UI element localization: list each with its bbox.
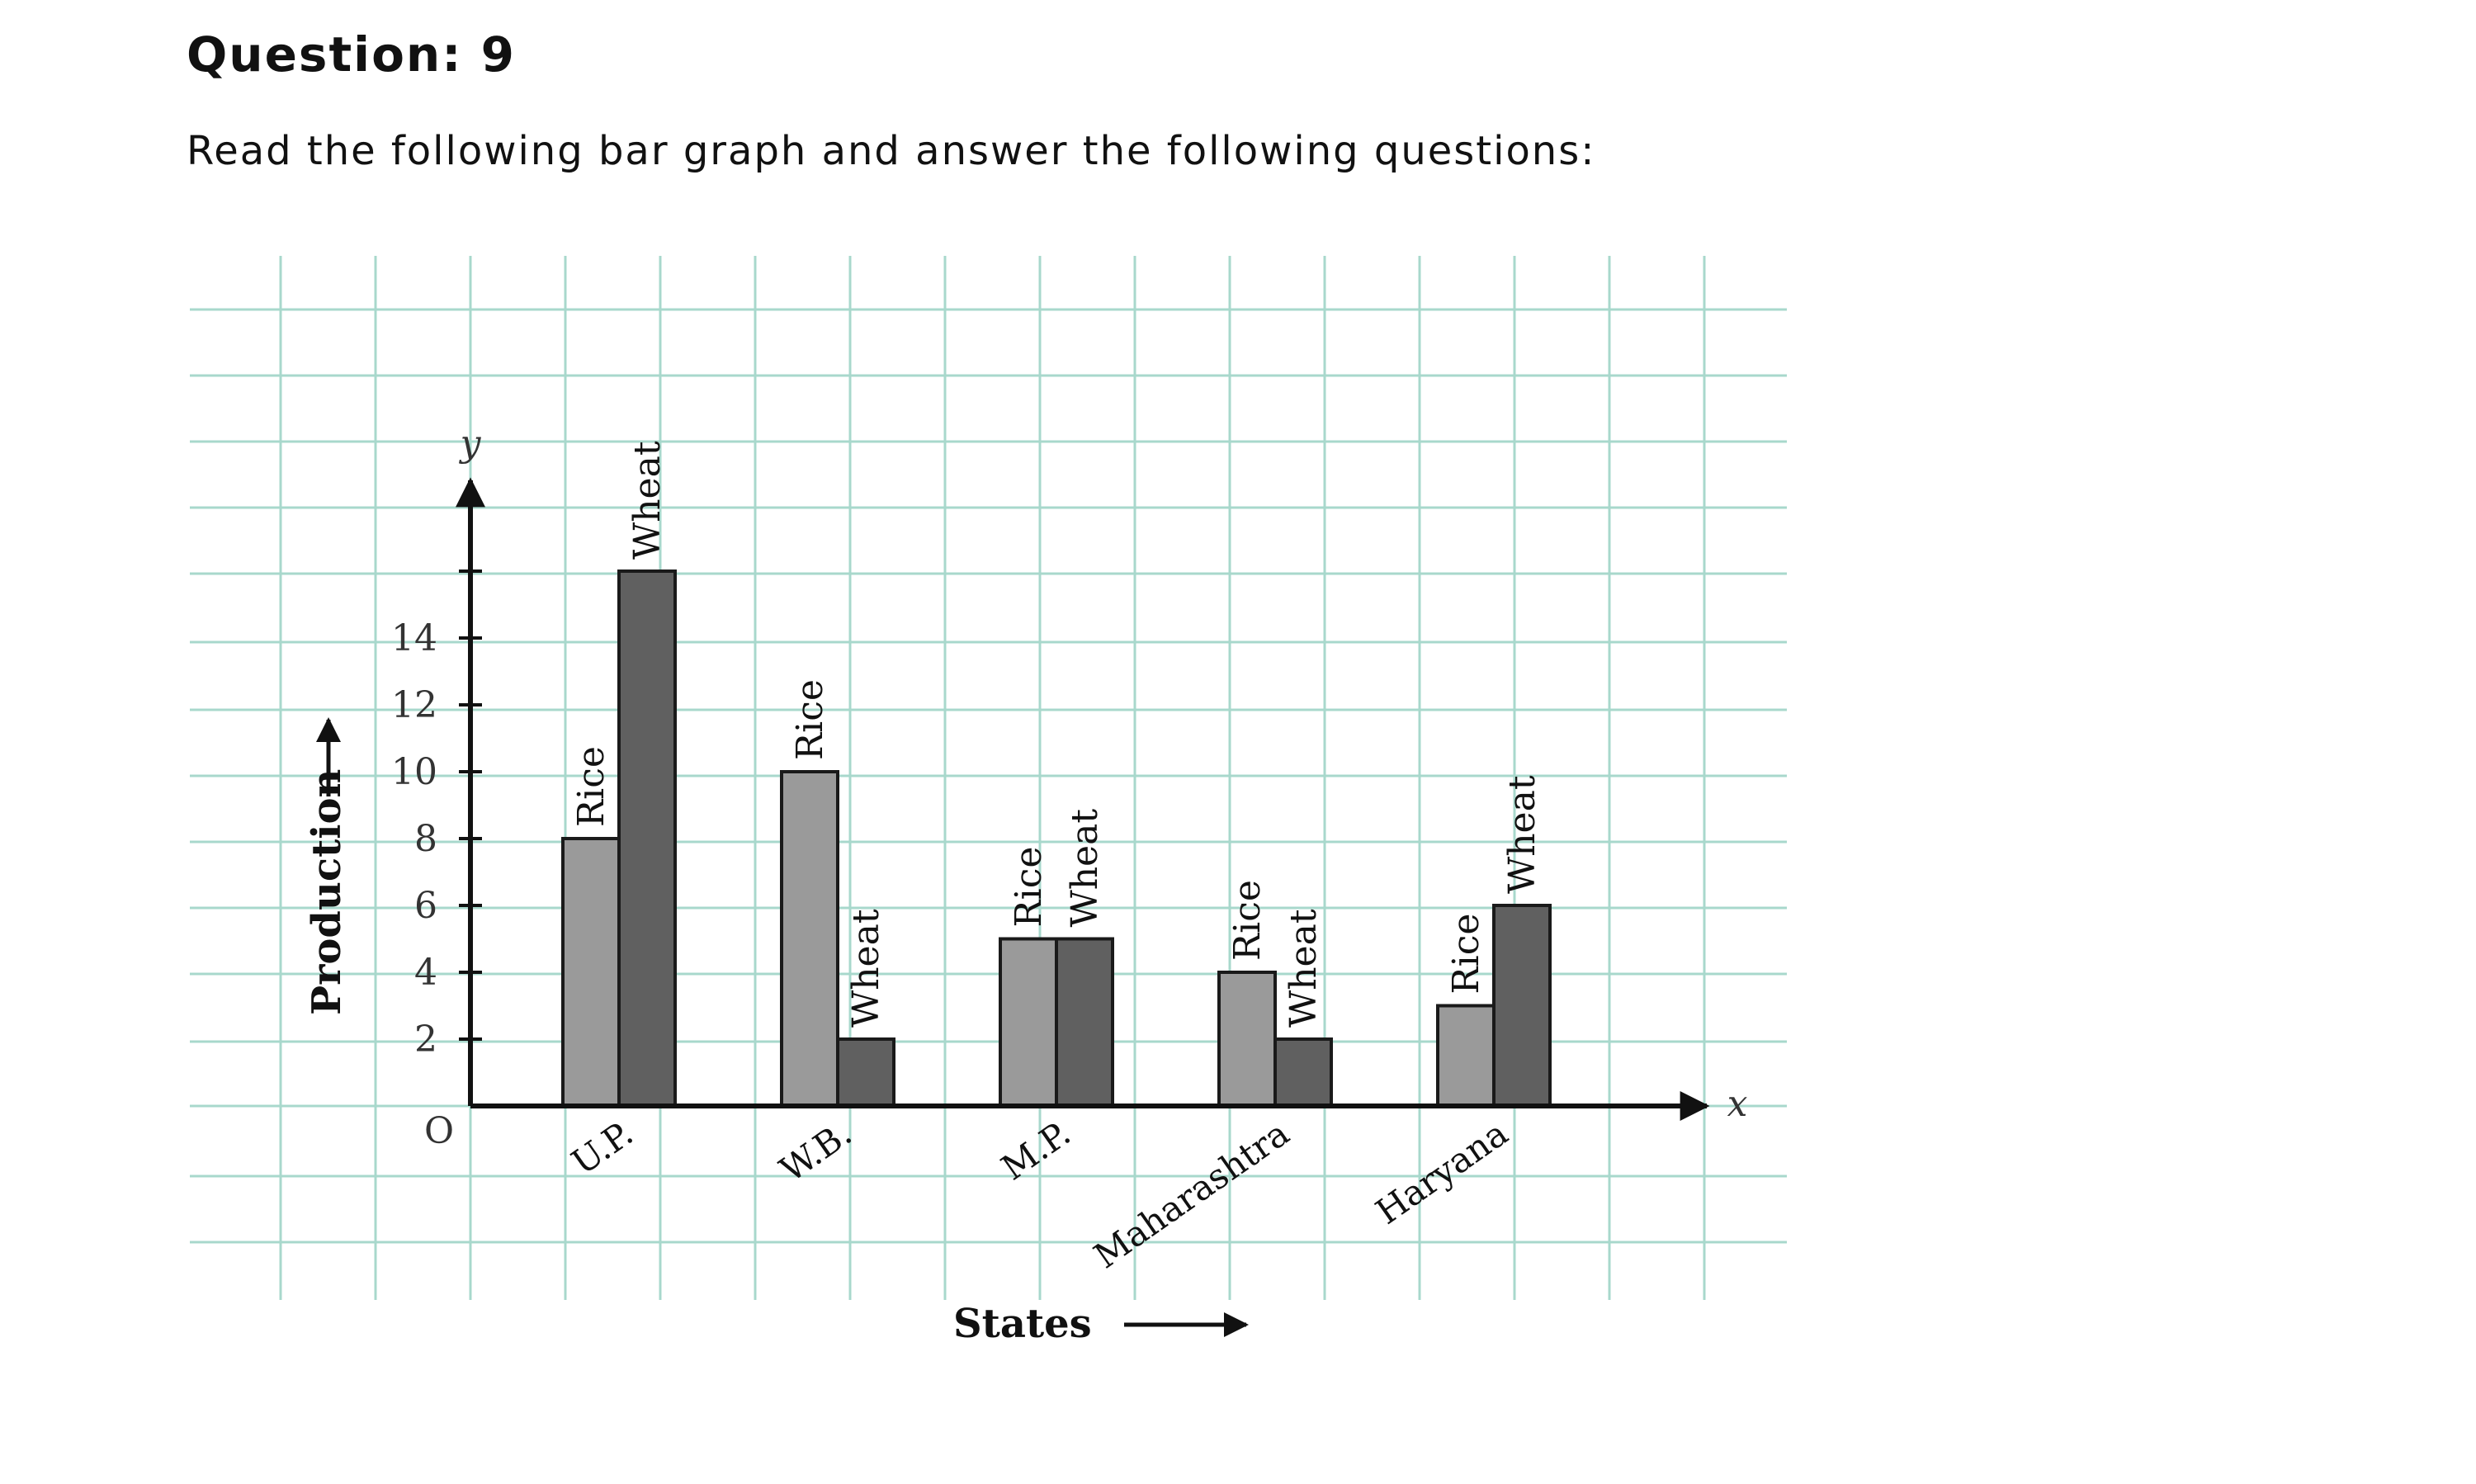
bars	[561, 569, 1552, 1108]
bar-label-rice: Rice	[570, 746, 612, 827]
y-tick-label: 10	[391, 751, 437, 793]
y-axis-letter: y	[459, 423, 482, 465]
bar-label-wheat: Wheat	[626, 441, 669, 560]
grid-lines	[190, 256, 1787, 1300]
bar-label-rice: Rice	[1008, 847, 1050, 928]
bar-rice-wb	[780, 770, 839, 1108]
bar-label-wheat: Wheat	[1064, 809, 1106, 928]
category-label: Haryana	[1368, 1113, 1515, 1232]
y-tick-label: 2	[414, 1018, 437, 1061]
bar-wheat-wb	[836, 1037, 895, 1108]
x-axis-title: States	[953, 1301, 1092, 1347]
question-instruction: Read the following bar graph and answer …	[187, 128, 1596, 174]
category-label: Maharashtra	[1087, 1113, 1297, 1276]
y-tick-label: 4	[414, 952, 437, 994]
y-tick-label: 14	[391, 617, 437, 659]
category-label: W.B.	[773, 1113, 859, 1190]
bar-label-rice: Rice	[1226, 880, 1269, 961]
origin-label: O	[424, 1110, 454, 1152]
y-tick-label: 6	[414, 885, 437, 927]
question-title: Question: 9	[187, 26, 516, 83]
y-tick-label: 8	[414, 818, 437, 860]
bar-wheat-mp	[1055, 937, 1114, 1108]
bar-rice-up	[561, 837, 621, 1108]
y-axis-title: Production	[304, 769, 350, 1015]
bar-label-wheat: Wheat	[845, 909, 887, 1028]
bar-label-rice: Rice	[789, 679, 831, 760]
bar-label-wheat: Wheat	[1283, 909, 1325, 1028]
bar-wheat-maharashtra	[1273, 1037, 1333, 1108]
bar-label-wheat: Wheat	[1501, 775, 1543, 894]
bar-wheat-haryana	[1492, 904, 1552, 1108]
bar-rice-haryana	[1436, 1004, 1496, 1108]
bar-rice-maharashtra	[1217, 971, 1277, 1108]
bar-wheat-up	[617, 569, 677, 1108]
bar-rice-mp	[999, 937, 1058, 1108]
axes	[316, 477, 1710, 1337]
bar-label-rice: Rice	[1445, 914, 1487, 995]
x-axis-letter: x	[1727, 1083, 1748, 1125]
y-tick-label: 12	[391, 684, 437, 726]
category-label: U.P.	[565, 1113, 640, 1183]
